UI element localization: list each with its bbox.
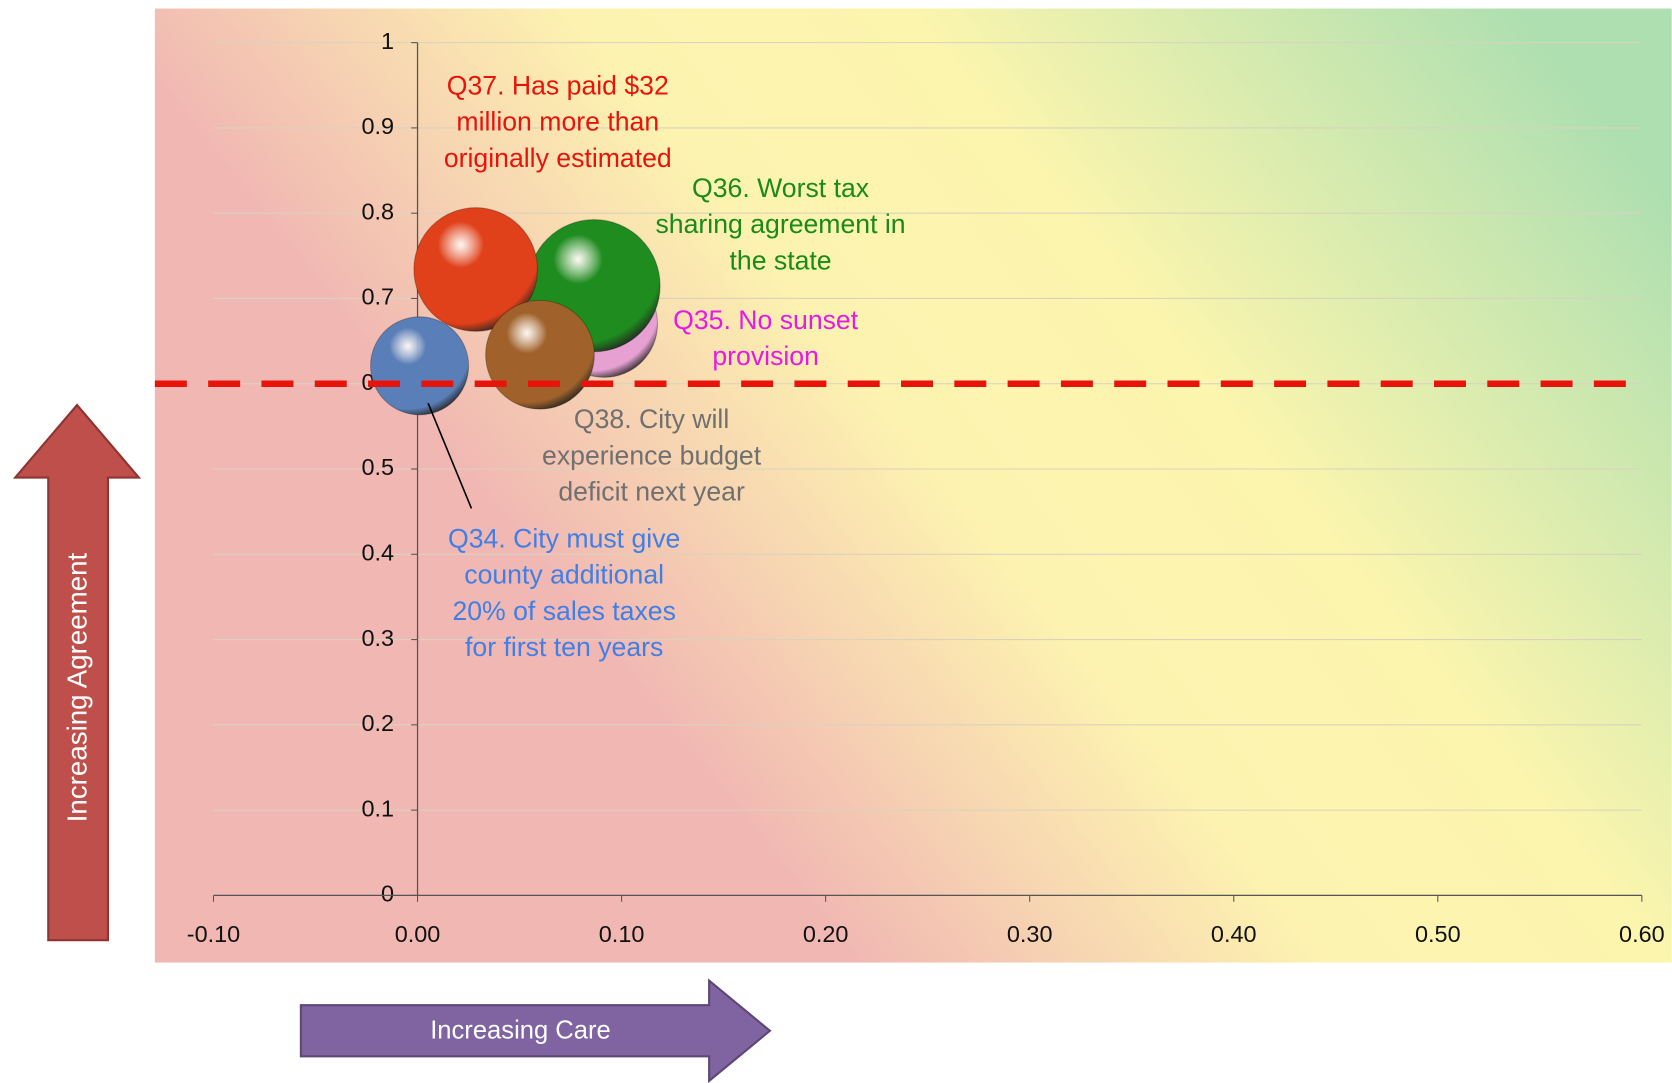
x-tick-label: 0.10 (599, 921, 645, 947)
x-tick-label: 0.00 (395, 921, 441, 947)
y-tick-label: 0.3 (361, 625, 394, 651)
leader-line (427, 402, 473, 509)
bubble (413, 207, 539, 332)
x-tick-label: 0.60 (1619, 921, 1665, 947)
y-tick-label: 0.1 (361, 795, 394, 821)
bubble (485, 299, 595, 410)
bubble-label: Q34. City must give (448, 523, 680, 553)
bubble-label: million more than (456, 107, 659, 137)
arrow-shape (299, 978, 772, 1083)
y-tick-label: 0.2 (361, 710, 394, 736)
bubble-label: Q36. Worst tax (692, 173, 870, 203)
bubble-label: Q38. City will (574, 404, 729, 434)
y-tick-label: 0.9 (361, 113, 394, 139)
x-tick-label: 0.20 (803, 921, 849, 947)
bubble-label: for first ten years (465, 632, 663, 662)
x-tick-label: -0.10 (187, 921, 240, 947)
x-arrow: Increasing Care (299, 978, 772, 1083)
bubble-label: Q37. Has paid $32 (447, 70, 669, 100)
bubble-label: county additional (464, 560, 664, 590)
bubble-label: deficit next year (558, 477, 745, 507)
plot-background (154, 8, 1672, 963)
bubble-label: the state (730, 245, 832, 275)
arrow-shape (12, 403, 142, 942)
y-arrow: Increasing Agreement (12, 403, 142, 942)
bubble (370, 316, 470, 416)
x-axis-label: Increasing Care (430, 1017, 611, 1045)
bubble-label: provision (712, 341, 819, 371)
bubble-label: experience budget (542, 440, 762, 470)
bubble-label: Q35. No sunset (673, 305, 859, 335)
y-tick-label: 0 (381, 881, 394, 907)
y-tick-label: 1 (381, 28, 394, 54)
bubble-label: sharing agreement in (656, 209, 906, 239)
y-tick-label: 0.4 (361, 539, 394, 565)
x-tick-label: 0.30 (1007, 921, 1053, 947)
x-tick-label: 0.40 (1211, 921, 1257, 947)
x-tick-label: 0.50 (1415, 921, 1461, 947)
y-tick-label: 0.8 (361, 198, 394, 224)
y-tick-label: 0.5 (361, 454, 394, 480)
bubble-label: 20% of sales taxes (452, 596, 675, 626)
bubble-label: originally estimated (444, 143, 672, 173)
y-axis-label: Increasing Agreement (61, 552, 92, 822)
y-tick-label: 0.7 (361, 284, 394, 310)
plot-area: 00.10.20.30.40.50.60.70.80.91-0.100.000.… (154, 28, 1665, 947)
